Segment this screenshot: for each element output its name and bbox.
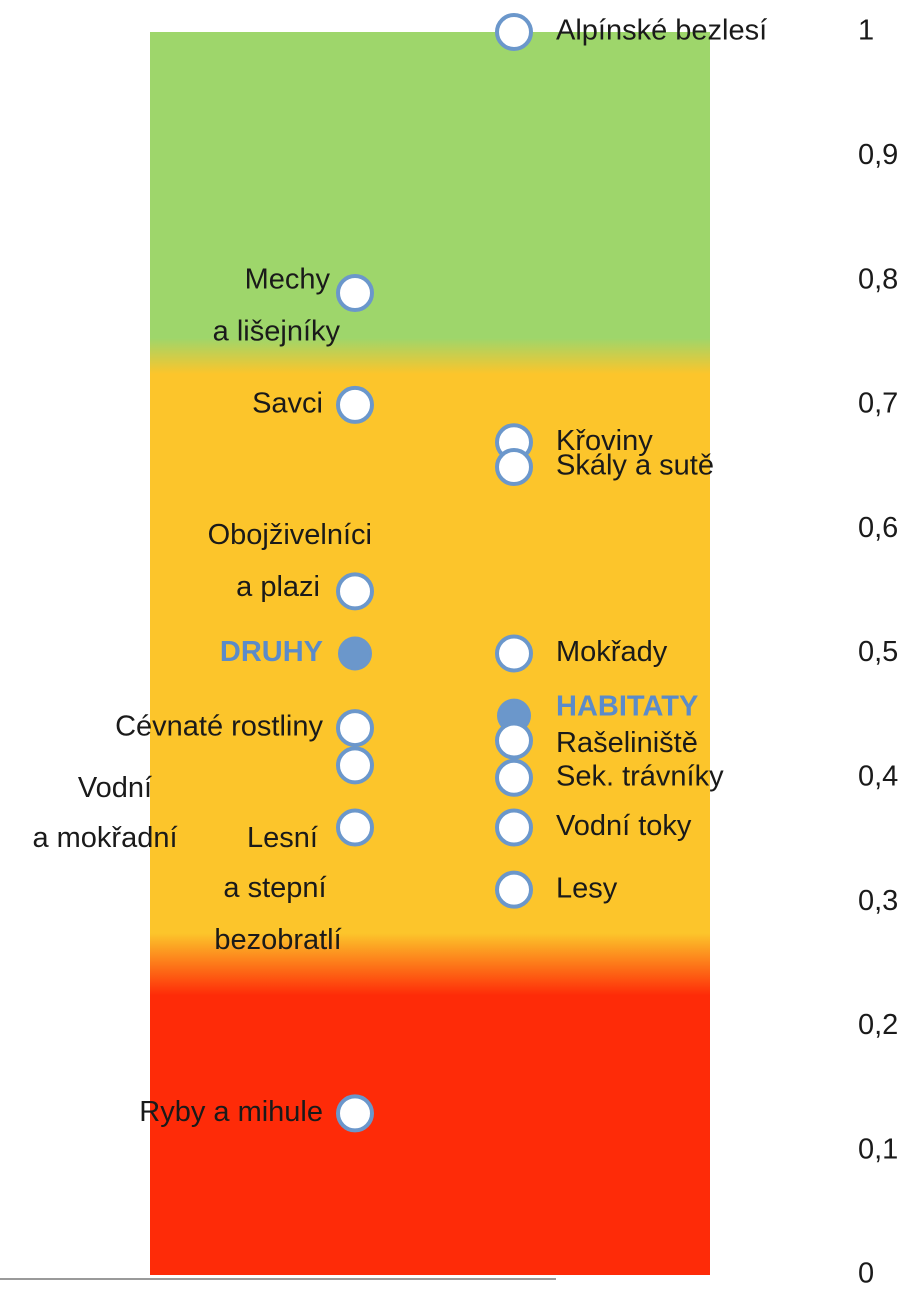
y-tick-label: 0,6 — [858, 512, 898, 544]
y-tick-label: 0 — [858, 1258, 874, 1290]
point-label: Cévnaté rostliny — [115, 711, 323, 743]
marker — [336, 1094, 374, 1133]
group-marker — [338, 636, 372, 671]
marker — [495, 870, 533, 909]
y-tick-label: 1 — [858, 15, 874, 47]
y-tick-label: 0,4 — [858, 760, 898, 792]
point-label: a stepní — [223, 872, 326, 904]
marker — [336, 572, 374, 611]
point-label: bezobratlí — [214, 924, 341, 956]
point-label: a mokřadní — [32, 822, 177, 854]
point-label: Lesy — [556, 872, 618, 904]
y-tick-label: 0,1 — [858, 1133, 898, 1165]
marker — [495, 721, 533, 760]
marker — [495, 758, 533, 797]
scale-band — [150, 32, 710, 1275]
marker — [495, 634, 533, 673]
point-label: Rašeliniště — [556, 727, 698, 759]
point-label: a plazi — [236, 571, 320, 603]
marker — [336, 709, 374, 748]
marker — [495, 808, 533, 847]
marker — [495, 448, 533, 487]
point-label: Savci — [252, 388, 323, 420]
marker — [336, 808, 374, 847]
y-tick-label: 0,7 — [858, 388, 898, 420]
marker — [336, 385, 374, 424]
point-label: DRUHY — [220, 636, 323, 668]
point-label: Mokřady — [556, 636, 668, 668]
point-label: Skály a sutě — [556, 450, 714, 482]
marker — [336, 746, 374, 785]
point-label: Lesní — [247, 822, 318, 854]
y-tick-label: 0,3 — [858, 885, 898, 917]
point-label: HABITATY — [556, 690, 698, 722]
marker — [495, 13, 533, 51]
y-tick-label: 0,5 — [858, 636, 898, 668]
point-label: Mechy — [245, 264, 331, 296]
point-label: Alpínské bezlesí — [556, 15, 767, 47]
point-label: Sek. trávníky — [556, 760, 724, 792]
point-label: Obojživelníci — [208, 519, 372, 551]
point-label: Vodní — [78, 772, 152, 804]
point-label: Ryby a mihule — [139, 1096, 323, 1128]
y-tick-label: 0,2 — [858, 1009, 898, 1041]
marker — [336, 274, 374, 313]
point-label: Křoviny — [556, 425, 653, 457]
point-label: Vodní toky — [556, 810, 692, 842]
y-tick-label: 0,8 — [858, 263, 898, 295]
point-label: a lišejníky — [213, 316, 341, 348]
y-tick-label: 0,9 — [858, 139, 898, 171]
